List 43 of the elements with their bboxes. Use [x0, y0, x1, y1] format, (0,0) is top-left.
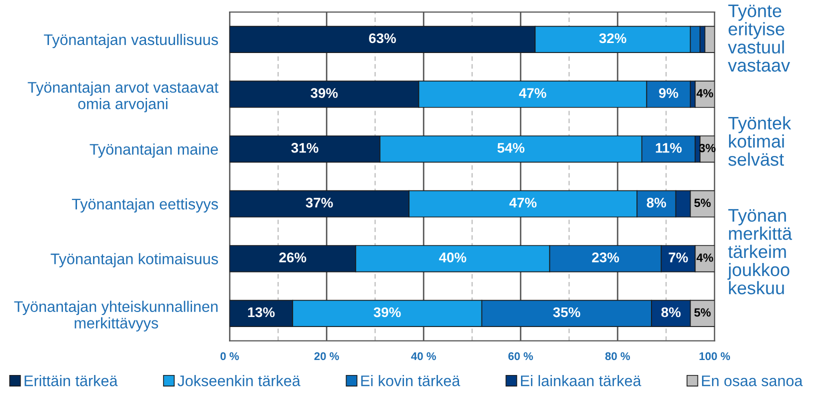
data-label: 40% [439, 252, 466, 262]
data-label: 32% [599, 33, 626, 44]
data-label: 39% [310, 88, 338, 98]
x-tick-label: 20 % [314, 352, 339, 360]
data-label: 35% [553, 307, 580, 318]
data-label: 63% [369, 33, 396, 44]
data-label: 23% [592, 252, 620, 262]
text: Työnte erityise vastuul vastaav [728, 4, 790, 72]
data-label: 37% [306, 198, 333, 208]
legend-label: Ei kovin tärkeä [361, 375, 460, 386]
data-label: 8% [646, 198, 666, 208]
y-tick-label: Työnantajan eettisyys [72, 198, 218, 213]
data-label: 13% [248, 307, 275, 318]
data-label: 39% [374, 307, 401, 318]
x-tick-label: 60 % [508, 352, 533, 360]
y-tick-label: Työnantajan vastuullisuus [44, 34, 218, 48]
data-label: 8% [661, 307, 681, 318]
data-label: 9% [658, 88, 678, 98]
data-label: 54% [497, 142, 524, 153]
data-label: 7% [668, 252, 688, 262]
data-label: 4% [696, 89, 714, 98]
text: Työnan merkittä tärkeim joukkoo keskuu [727, 209, 792, 294]
legend-label: Erittäin tärkeä [24, 375, 118, 386]
legend-label: Jokseenkin tärkeä [178, 375, 300, 386]
data-label: 26% [279, 252, 306, 262]
legend-label: En osaa sanoa [702, 376, 803, 386]
y-tick-label: Työnantajan yhteiskunnallinen merkittävyys [14, 300, 218, 332]
y-tick-label: Työnantajan maine [90, 144, 218, 158]
legend-label: Ei lainkaan tärkeä [521, 375, 642, 386]
data-label: 47% [509, 198, 537, 208]
x-tick-label: 80 % [605, 352, 630, 360]
text: Työntek kotimai selväst [728, 116, 792, 166]
x-tick-label: 100 % [700, 352, 730, 360]
y-tick-label: Työnantajan kotimaisuus [50, 253, 218, 268]
data-label: 47% [519, 88, 546, 98]
data-label: 5% [694, 308, 711, 317]
y-tick-label: Työnantajan arvot vastaavat omia arvojani [28, 82, 218, 112]
x-tick-label: 40 % [411, 352, 436, 360]
x-tick-label: 0 % [220, 352, 239, 360]
data-label: 4% [696, 253, 714, 262]
data-label: 31% [291, 142, 318, 153]
data-label: 11% [656, 142, 682, 153]
data-label: 5% [694, 198, 711, 208]
